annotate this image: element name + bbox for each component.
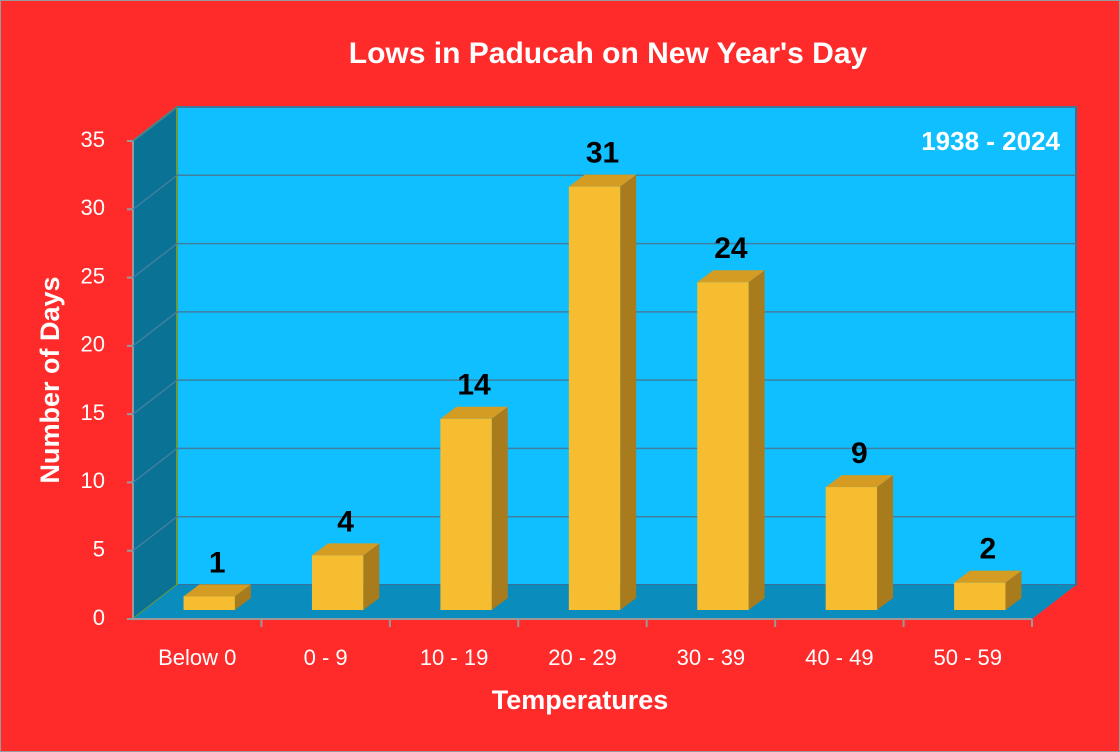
value-label: 14 (457, 369, 491, 402)
bar-side (877, 475, 894, 610)
value-label: 31 (586, 137, 619, 170)
x-tick-label: 10 - 19 (420, 645, 489, 670)
bar-side (491, 406, 508, 610)
grid-line (132, 242, 178, 279)
bar-top (954, 570, 1022, 583)
x-tick-label: 50 - 59 (934, 645, 1003, 670)
y-tick-label: 35 (81, 127, 105, 152)
value-label: 9 (851, 437, 868, 470)
bar (954, 582, 1006, 610)
grid-line (132, 174, 178, 210)
bar-top (311, 543, 380, 556)
bar (697, 282, 749, 610)
bar-top (825, 475, 894, 488)
grid-line (132, 379, 178, 415)
bar-side (1005, 570, 1022, 610)
annotation: 1938 - 2024 (921, 126, 1060, 156)
value-label: 1 (209, 546, 226, 579)
y-tick-label: 10 (81, 468, 105, 493)
x-tick-label: 0 - 9 (304, 645, 348, 670)
grid-line (132, 516, 178, 552)
x-axis-label: Temperatures (492, 685, 669, 715)
y-axis-label: Number of Days (35, 276, 65, 483)
x-tick-label: 30 - 39 (677, 645, 746, 670)
bar (568, 186, 621, 610)
bar (825, 487, 878, 610)
bar-side (620, 174, 637, 610)
y-tick-label: 25 (81, 263, 105, 288)
grid-line (132, 106, 178, 142)
bar-top (568, 174, 637, 187)
value-label: 4 (337, 505, 354, 538)
value-label: 24 (714, 232, 748, 265)
x-tick-label: Below 0 (158, 645, 236, 670)
bar-top (183, 584, 251, 597)
bar-top (697, 270, 765, 283)
bar-side (363, 543, 380, 610)
bar (183, 596, 235, 610)
grid-line (132, 311, 178, 347)
x-tick-label: 20 - 29 (548, 645, 617, 670)
y-tick-label: 0 (93, 605, 105, 630)
side-wall (132, 104, 178, 622)
y-tick-label: 15 (81, 400, 105, 425)
y-tick-label: 20 (81, 332, 105, 357)
bar (311, 555, 364, 610)
x-tick-label: 40 - 49 (805, 645, 874, 670)
bar-side (234, 584, 251, 610)
y-tick-label: 5 (93, 537, 105, 562)
bar (440, 418, 492, 610)
bar-side (748, 270, 765, 610)
chart-title: Lows in Paducah on New Year's Day (349, 37, 868, 70)
grid-line (132, 447, 178, 484)
bar-top (440, 406, 508, 419)
y-tick-label: 30 (81, 195, 105, 220)
value-label: 2 (979, 533, 996, 566)
